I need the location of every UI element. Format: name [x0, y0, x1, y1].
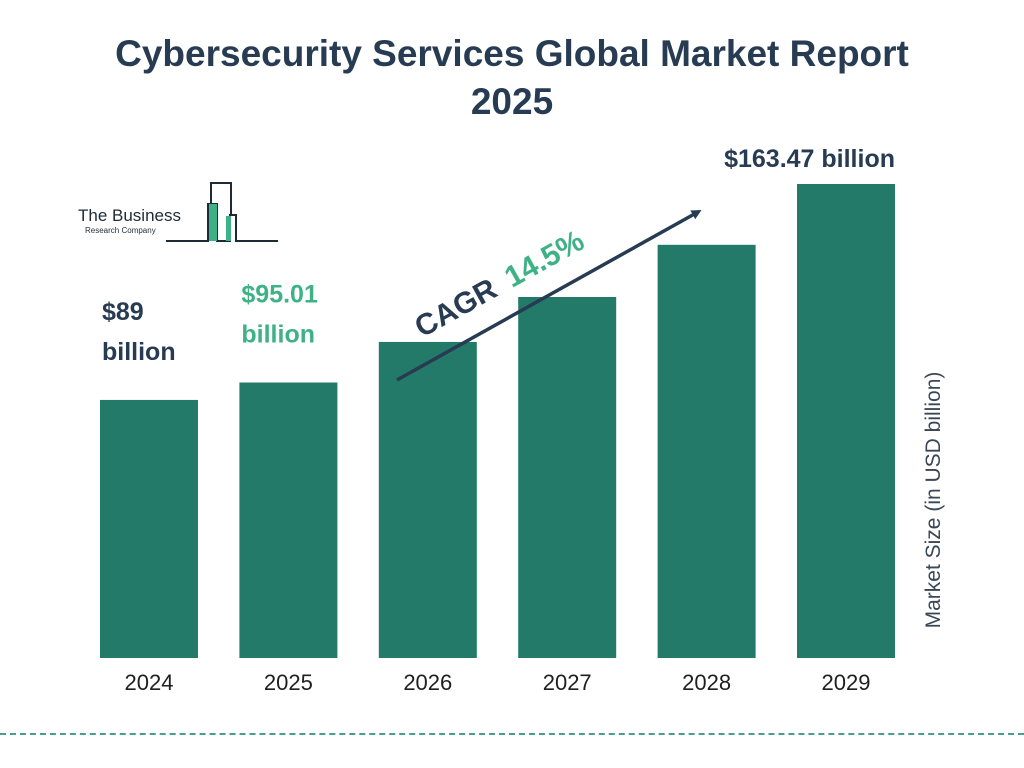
x-tick-2024: 2024 [125, 670, 174, 695]
bar-2026 [378, 341, 477, 658]
company-logo: The Business Research Company [78, 180, 283, 245]
cagr-arrow [396, 210, 702, 382]
data-label-2024-line-2: billion [102, 338, 176, 366]
logo-subtitle: Research Company [85, 226, 156, 235]
bar-2025 [239, 382, 338, 658]
logo-name: The Business [78, 206, 181, 225]
x-tick-2029: 2029 [822, 670, 871, 695]
logo-buildings-icon [166, 182, 278, 242]
bar-2029 [797, 184, 895, 658]
x-tick-2027: 2027 [543, 670, 592, 695]
x-tick-2025: 2025 [264, 670, 313, 695]
title-line-1: Cybersecurity Services Global Market Rep… [115, 33, 909, 74]
cagr-label: CAGR [409, 272, 503, 344]
x-tick-2026: 2026 [403, 670, 452, 695]
y-axis-label: Market Size (in USD billion) [922, 372, 945, 629]
title-line-2: 2025 [470, 81, 554, 122]
cagr-value: 14.5% [499, 224, 589, 294]
dashed-divider [0, 733, 1024, 735]
data-label-2024-line-1: $89 [102, 298, 144, 326]
bar-2027 [518, 296, 617, 658]
data-label-2029-line-1: $163.47 billion [724, 145, 895, 173]
chart-title: Cybersecurity Services Global Market Rep… [0, 30, 1024, 126]
bar-2028 [657, 244, 756, 658]
bar-2024 [100, 399, 198, 658]
data-label-2025-line-2: billion [241, 321, 315, 349]
data-label-2025-line-1: $95.01 [241, 281, 318, 309]
x-tick-2028: 2028 [682, 670, 731, 695]
